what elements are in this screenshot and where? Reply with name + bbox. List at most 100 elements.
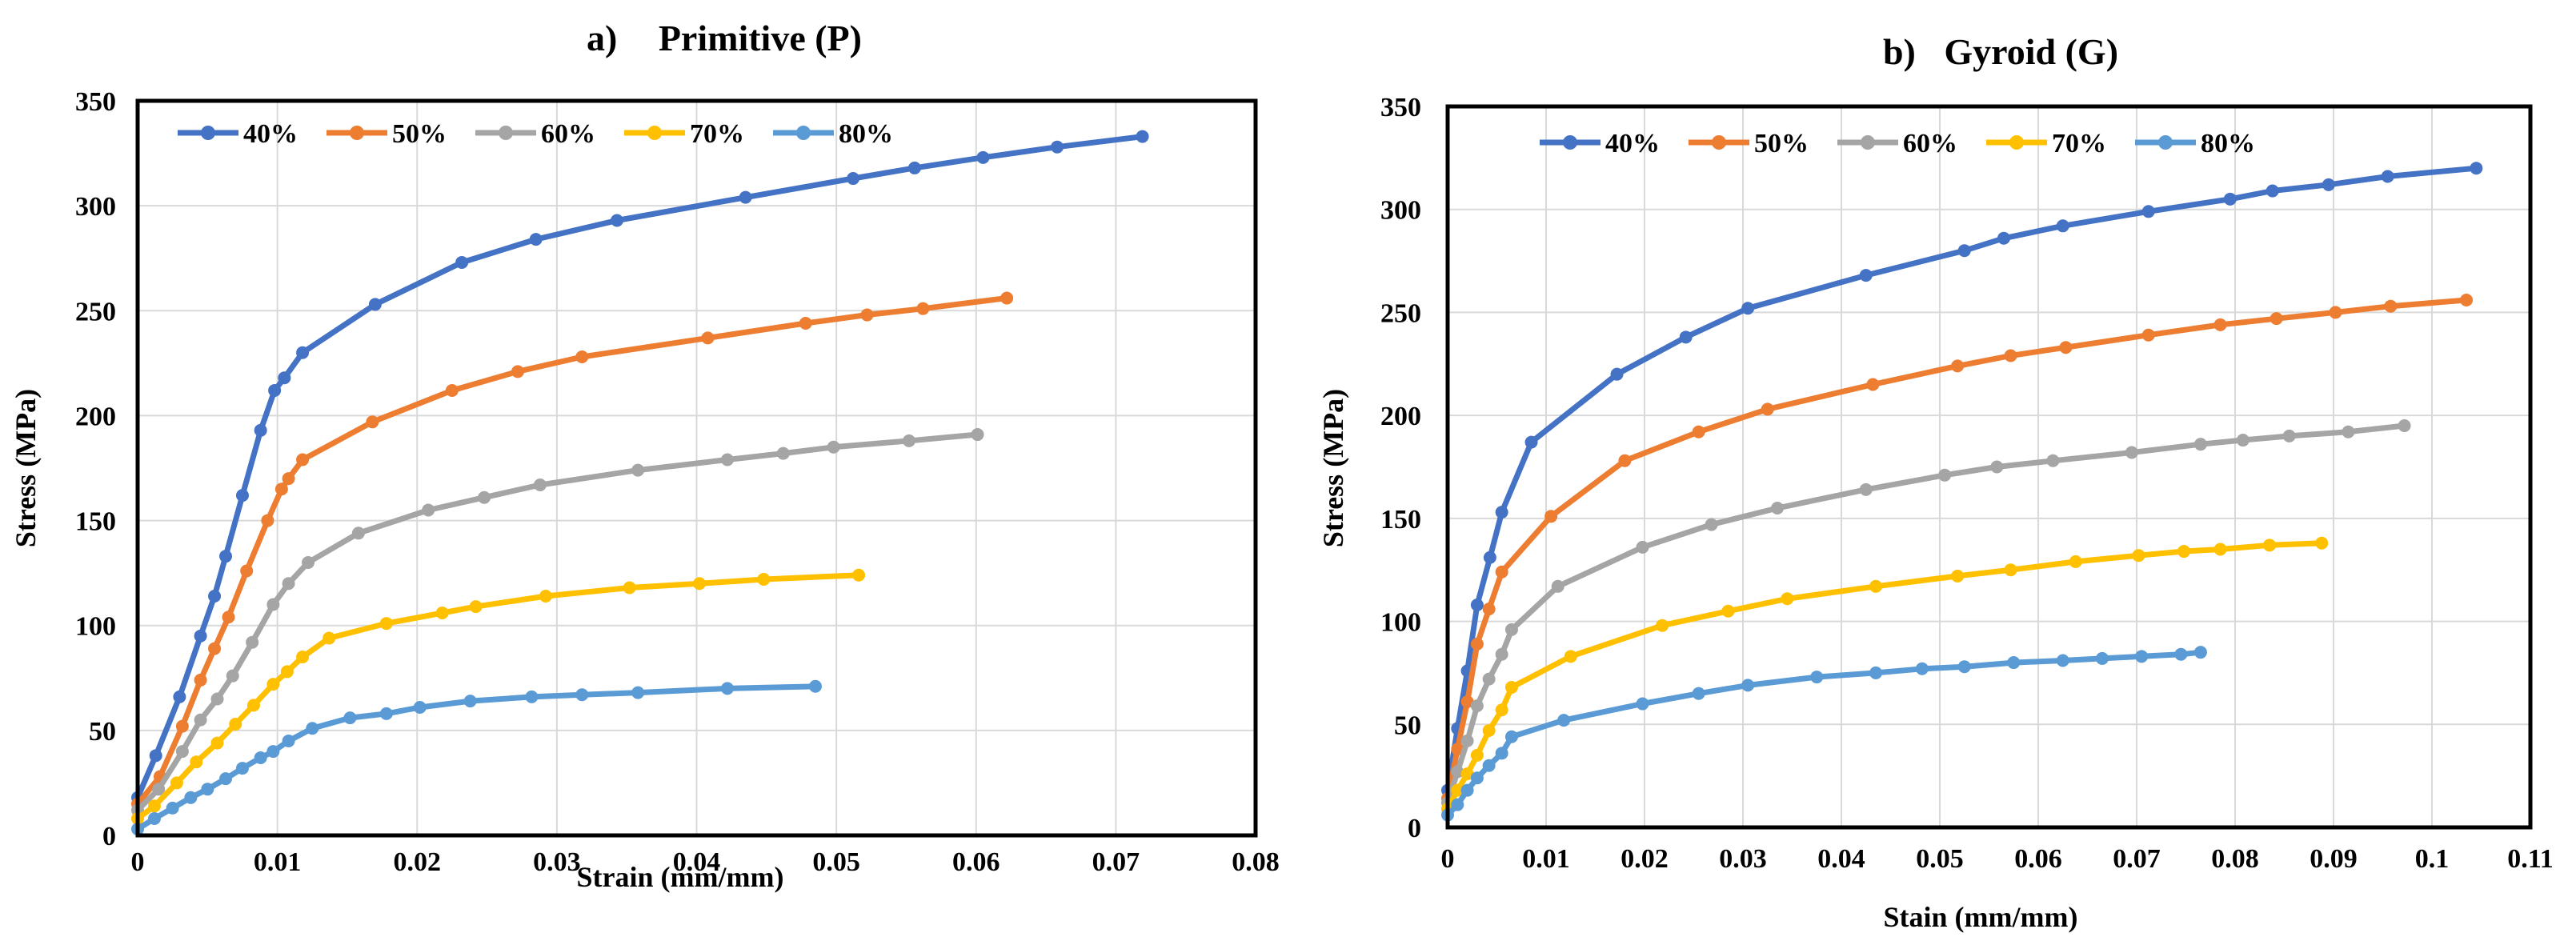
chart-b-data-point	[1692, 425, 1705, 438]
chart-a-data-point	[631, 686, 645, 699]
chart-a-data-point	[701, 331, 715, 345]
chart-a-y-tick-label: 0	[102, 822, 116, 851]
chart-b-y-tick-label: 50	[1394, 711, 1421, 740]
chart-b-data-point	[2315, 536, 2329, 550]
chart-b-data-point	[1495, 703, 1508, 717]
chart-a-y-tick-label: 50	[89, 717, 116, 747]
chart-a-title-text: Primitive (P)	[659, 18, 862, 58]
chart-a-data-point	[296, 453, 310, 466]
chart-a-y-tick-label: 300	[75, 192, 116, 222]
chart-b-legend-label: 40%	[1605, 129, 1660, 158]
chart-b-data-point	[1470, 637, 1484, 651]
chart-b-data-point	[2059, 341, 2073, 354]
chart-b-series-line	[1444, 165, 2479, 794]
chart-b-legend: 40% 50% 60% 70% 80%	[1540, 129, 2255, 158]
chart-b-legend-label: 70%	[2052, 129, 2106, 158]
chart-a-data-point	[296, 346, 310, 359]
chart-a-legend-label: 70%	[690, 119, 744, 149]
chart-b-data-point	[1495, 565, 1508, 579]
chart-b-data-point	[1741, 679, 1755, 692]
chart-a-y-tick-label: 350	[75, 87, 116, 117]
chart-a-data-point	[208, 589, 222, 603]
chart-a-data-point	[525, 690, 539, 703]
chart-b-data-point	[1557, 714, 1571, 727]
chart-b-data-point	[1504, 680, 1518, 694]
chart-a-data-point	[166, 801, 179, 815]
chart-a-x-tick-label: 0.04	[673, 847, 721, 877]
chart-b-series-60pct	[1441, 419, 2411, 810]
chart-b-data-point	[2141, 205, 2155, 218]
chart-a-data-point	[208, 642, 222, 655]
chart-a-x-tick-label: 0.06	[952, 847, 1000, 877]
chart-a-data-point	[194, 629, 207, 643]
chart-b-series-line	[1444, 649, 2204, 819]
chart-b-y-tick-label: 150	[1380, 505, 1421, 535]
chart-b-data-point	[1915, 662, 1929, 675]
chart-b-y-tick-label: 200	[1380, 402, 1421, 431]
chart-b-data-point	[1761, 402, 1774, 416]
chart-a-data-point	[170, 776, 183, 790]
chart-a-y-tick-label: 150	[75, 507, 116, 537]
chart-b-data-point	[1470, 771, 1484, 785]
chart-a-data-point	[173, 690, 186, 703]
chart-b-data-point	[2004, 563, 2017, 577]
chart-a-data-point	[323, 631, 336, 645]
chart-b-data-point	[2266, 184, 2279, 198]
chart-b-data-point	[1451, 783, 1464, 797]
chart-a-data-point	[539, 589, 552, 603]
chart-b-data-point	[2007, 656, 2021, 670]
chart-a-data-point	[219, 550, 233, 563]
chart-a-data-point	[175, 719, 189, 733]
chart-b-data-point	[1451, 765, 1464, 779]
chart-b-x-tick-label: 0.11	[2507, 844, 2554, 874]
chart-a-data-point	[976, 150, 990, 164]
chart-a-data-point	[533, 478, 547, 491]
chart-b-data-point	[2263, 539, 2277, 552]
chart-a-series-80pct	[131, 679, 822, 836]
chart-a-data-point	[1051, 140, 1064, 154]
chart-a-x-tick-label: 0	[131, 847, 145, 877]
chart-a-data-point	[631, 463, 645, 477]
chart-b-data-point	[1495, 747, 1508, 760]
chart-a-data-point	[296, 651, 310, 664]
chart-b-y-tick-labels: 0 50 100 150 200 250 300 350	[1380, 93, 1421, 843]
chart-a-data-point	[306, 722, 319, 735]
chart-b-data-point	[2193, 438, 2207, 451]
chart-b-title-prefix: b)	[1883, 31, 1916, 72]
chart-a-data-point	[366, 415, 379, 429]
panel-primitive: a) Primitive (P) 0 50 100 150 200 250 300 350 0…	[10, 18, 1280, 893]
chart-a-data-point	[246, 699, 260, 712]
chart-a-data-point	[860, 308, 874, 322]
chart-b-x-tick-label: 0.09	[2310, 844, 2358, 874]
chart-b-x-tick-label: 0.07	[2113, 844, 2161, 874]
chart-b-data-point	[1997, 231, 2010, 245]
chart-a-legend-swatch-marker	[647, 126, 662, 140]
chart-b-data-point	[1460, 734, 1474, 747]
chart-a-data-point	[720, 682, 734, 695]
chart-b-data-point	[2141, 328, 2155, 342]
chart-a-data-point	[379, 617, 393, 631]
chart-b-legend-label: 80%	[2201, 129, 2255, 158]
chart-b-data-point	[1810, 671, 1824, 684]
chart-b-data-point	[2381, 170, 2394, 183]
chart-b-title-text: Gyroid (G)	[1944, 31, 2118, 72]
chart-b-legend-swatch-marker	[2009, 135, 2024, 150]
chart-b-legend-swatch-marker	[1861, 135, 1875, 150]
chart-b-data-point	[1957, 660, 1971, 674]
chart-b-series	[1441, 162, 2483, 822]
chart-b-data-point	[2236, 434, 2249, 447]
chart-a-data-point	[413, 701, 427, 715]
chart-a-data-point	[254, 751, 267, 764]
chart-b-legend-item: 70%	[1986, 129, 2106, 158]
chart-a-data-point	[907, 161, 921, 174]
chart-a-data-point	[692, 577, 706, 591]
chart-a-data-point	[343, 711, 357, 725]
chart-a-data-point	[194, 673, 207, 687]
chart-a-data-point	[511, 365, 524, 378]
chart-b-data-point	[1859, 483, 1873, 496]
chart-a-data-point	[229, 717, 242, 731]
chart-a-data-point	[240, 564, 254, 578]
chart-a-y-tick-label: 250	[75, 297, 116, 326]
chart-a-data-point	[246, 635, 259, 649]
